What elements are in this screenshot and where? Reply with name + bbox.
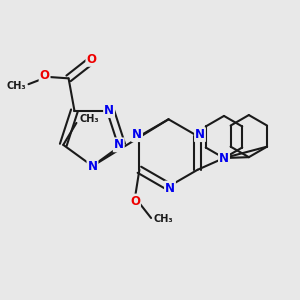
Text: N: N [132, 128, 142, 141]
Text: N: N [195, 128, 205, 141]
Text: CH₃: CH₃ [153, 214, 173, 224]
Text: CH₃: CH₃ [7, 81, 26, 91]
Text: N: N [165, 182, 175, 194]
Text: N: N [114, 138, 124, 152]
Text: N: N [88, 160, 98, 172]
Text: O: O [40, 69, 50, 82]
Text: N: N [219, 150, 229, 163]
Text: CH₃: CH₃ [80, 114, 99, 124]
Text: O: O [86, 53, 96, 66]
Text: N: N [219, 152, 229, 164]
Text: O: O [130, 194, 140, 208]
Text: N: N [104, 104, 114, 117]
